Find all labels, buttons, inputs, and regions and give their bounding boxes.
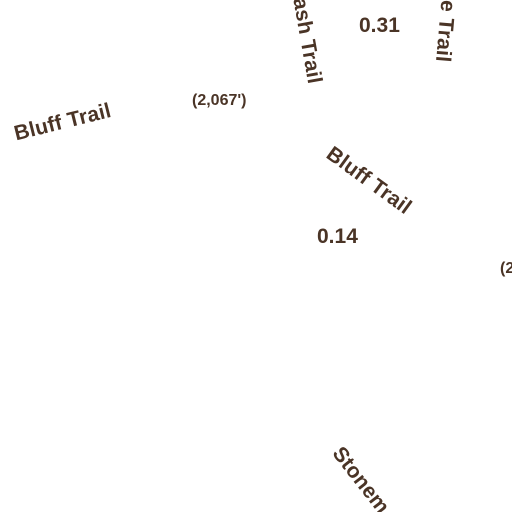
trail-label-stonem-partial: Stonem <box>327 442 394 512</box>
elevation-label-east-partial: (2 <box>500 260 512 277</box>
distance-label-top: 0.31 <box>359 14 400 37</box>
trail-label-te-trail-partial: te Trail <box>431 0 460 64</box>
trail-label-bluff-trail-center: Bluff Trail <box>322 142 416 220</box>
distance-label-middle: 0.14 <box>317 225 358 248</box>
trail-label-ash-trail-partial: ash Trail <box>288 0 327 86</box>
trail-label-bluff-trail-west: Bluff Trail <box>11 99 114 146</box>
elevation-label-west: (2,067') <box>192 92 247 109</box>
